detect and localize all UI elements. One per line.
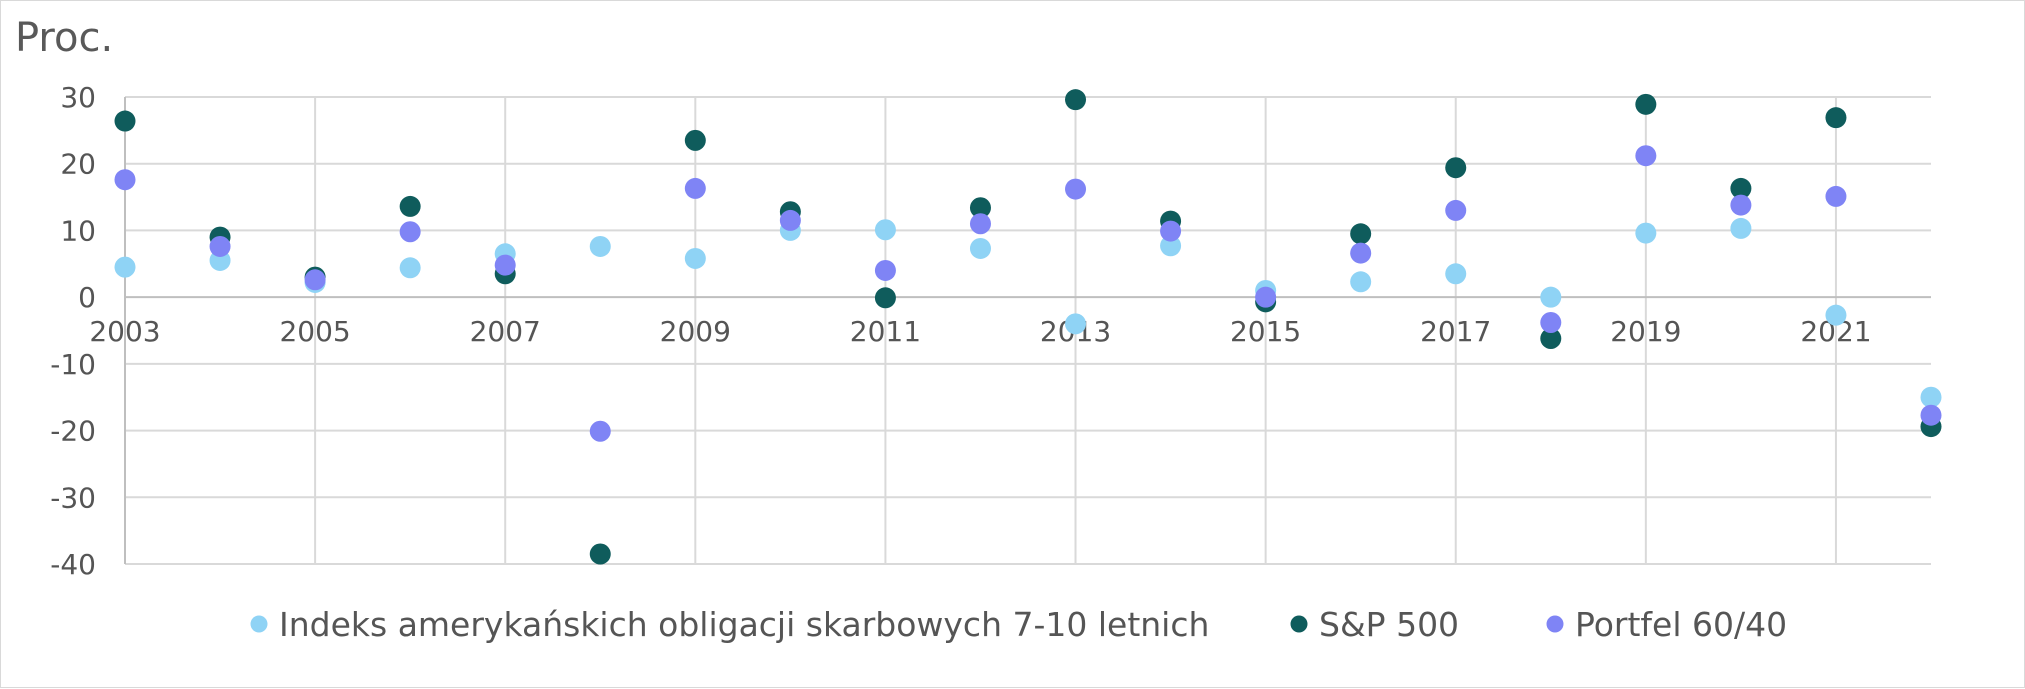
data-point xyxy=(1635,93,1657,115)
data-point xyxy=(1350,223,1372,245)
data-point xyxy=(399,195,421,217)
x-tick-labels: 2003200520072009201120132015201720192021 xyxy=(89,315,1871,348)
x-tick-label: 2017 xyxy=(1420,315,1491,348)
data-point xyxy=(1920,386,1942,408)
legend-marker xyxy=(1290,615,1308,633)
data-point xyxy=(1255,286,1277,308)
data-point xyxy=(589,543,611,565)
y-tick-label: 10 xyxy=(60,214,96,247)
data-point xyxy=(1540,328,1562,350)
legend-label: Portfel 60/40 xyxy=(1575,605,1787,644)
x-tick-label: 2011 xyxy=(850,315,921,348)
data-point xyxy=(1825,107,1847,129)
data-point xyxy=(1445,199,1467,221)
data-point xyxy=(1350,271,1372,293)
legend-marker xyxy=(1546,615,1564,633)
x-tick-label: 2007 xyxy=(470,315,541,348)
data-point xyxy=(1920,404,1942,426)
x-tick-label: 2003 xyxy=(89,315,160,348)
y-tick-label: -30 xyxy=(50,481,96,514)
data-point xyxy=(1825,304,1847,326)
data-point xyxy=(779,209,801,231)
x-tick-label: 2019 xyxy=(1610,315,1681,348)
y-tick-label: -20 xyxy=(50,415,96,448)
data-point xyxy=(1445,263,1467,285)
data-point xyxy=(1065,89,1087,111)
data-point xyxy=(684,247,706,269)
data-point xyxy=(1730,217,1752,239)
y-tick-labels: 30 20 10 0 -10 -20 -30 -40 xyxy=(50,81,96,581)
legend-label: S&P 500 xyxy=(1319,605,1459,644)
y-unit-label: Proc. xyxy=(15,15,113,61)
y-tick-label: 0 xyxy=(78,281,96,314)
data-point xyxy=(969,197,991,219)
data-point xyxy=(589,420,611,442)
data-point xyxy=(494,254,516,276)
data-point xyxy=(1730,177,1752,199)
legend-marker xyxy=(250,615,268,633)
data-point xyxy=(589,235,611,257)
data-point xyxy=(1825,185,1847,207)
data-point xyxy=(1065,313,1087,335)
data-point xyxy=(114,256,136,278)
legend: Indeks amerykańskich obligacji skarbowyc… xyxy=(250,605,1787,644)
data-point xyxy=(1635,222,1657,244)
data-point xyxy=(114,110,136,132)
data-point xyxy=(1445,157,1467,179)
data-point xyxy=(1540,311,1562,333)
y-tick-label: -10 xyxy=(50,348,96,381)
x-tick-label: 2005 xyxy=(279,315,350,348)
x-tick-label: 2009 xyxy=(660,315,731,348)
data-point xyxy=(304,269,326,291)
data-point xyxy=(969,213,991,235)
data-point xyxy=(114,169,136,191)
data-point xyxy=(1730,194,1752,216)
data-point xyxy=(684,129,706,151)
data-point xyxy=(684,177,706,199)
data-point xyxy=(1160,220,1182,242)
data-point xyxy=(399,257,421,279)
data-point xyxy=(969,237,991,259)
data-point xyxy=(209,235,231,257)
data-point xyxy=(1065,178,1087,200)
data-point xyxy=(1540,286,1562,308)
data-point xyxy=(874,259,896,281)
y-tick-label: -40 xyxy=(50,548,96,581)
data-points xyxy=(114,89,1942,565)
y-tick-label: 20 xyxy=(60,148,96,181)
data-point xyxy=(1350,242,1372,264)
data-point xyxy=(399,221,421,243)
legend-label: Indeks amerykańskich obligacji skarbowyc… xyxy=(279,605,1209,644)
data-point xyxy=(1635,145,1657,167)
data-point xyxy=(874,219,896,241)
y-tick-label: 30 xyxy=(60,81,96,114)
data-point xyxy=(1160,235,1182,257)
data-point xyxy=(874,287,896,309)
x-tick-label: 2015 xyxy=(1230,315,1301,348)
